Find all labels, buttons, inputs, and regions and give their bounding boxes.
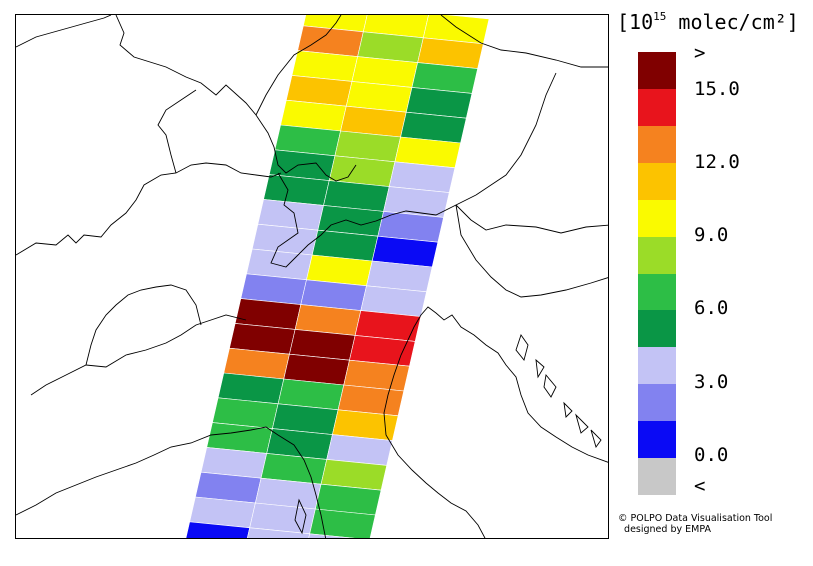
- colorbar-tick-label: 3.0: [694, 371, 729, 393]
- colorbar-segment: [638, 88, 676, 127]
- island: [590, 429, 602, 449]
- colorbar-segment: [638, 310, 676, 348]
- colorbar-segment: [638, 125, 676, 164]
- colorbar-tick-label: 9.0: [694, 224, 729, 246]
- island: [575, 413, 589, 434]
- colorbar-tick-label: 12.0: [694, 151, 740, 173]
- map-canvas: [16, 15, 608, 538]
- colorbar-segment: [638, 421, 676, 459]
- border-line: [455, 204, 608, 234]
- colorbar-segment: [638, 347, 676, 385]
- border-line: [455, 204, 608, 298]
- border-line: [475, 72, 557, 196]
- colorbar-segment: [638, 162, 676, 201]
- colorbar-tick-label: <: [694, 475, 706, 497]
- island: [535, 358, 545, 379]
- border-line: [157, 89, 197, 174]
- colorbar-segment: [638, 199, 676, 238]
- colorbar: [638, 52, 676, 496]
- swath-pixel: [309, 508, 376, 538]
- colorbar-tick-label: 0.0: [694, 444, 729, 466]
- colorbar-unit-label: [1015 molec/cm²]: [617, 10, 799, 34]
- colorbar-tick-label: 15.0: [694, 78, 740, 100]
- border-line: [16, 162, 282, 256]
- island: [563, 401, 573, 418]
- map-panel: [15, 14, 609, 539]
- credit-line-2: designed by EMPA: [618, 524, 711, 535]
- border-line: [16, 15, 112, 48]
- border-line: [255, 15, 342, 116]
- swath-pixel: [185, 521, 251, 538]
- island: [294, 498, 307, 535]
- satellite-swath: [185, 15, 490, 538]
- island: [543, 373, 557, 398]
- swath-pixel: [308, 533, 355, 538]
- swath-pixel: [247, 527, 311, 538]
- country-borders: [16, 15, 608, 538]
- colorbar-segment: [638, 458, 676, 496]
- border-line: [440, 15, 608, 68]
- island: [515, 334, 529, 361]
- colorbar-segment: [638, 52, 676, 90]
- border-line: [30, 314, 247, 396]
- colorbar-tick-label: >: [694, 42, 706, 64]
- colorbar-segment: [638, 236, 676, 274]
- coastline: [407, 306, 608, 463]
- coastline: [383, 339, 486, 538]
- colorbar-tick-label: 6.0: [694, 297, 729, 319]
- credit-text: © POLPO Data Visualisation Tool designed…: [618, 513, 772, 535]
- border-line: [85, 284, 202, 366]
- border-line: [270, 172, 477, 268]
- colorbar-segment: [638, 384, 676, 422]
- coastline: [16, 426, 327, 538]
- colorbar-segment: [638, 273, 676, 311]
- credit-line-1: © POLPO Data Visualisation Tool: [618, 513, 773, 524]
